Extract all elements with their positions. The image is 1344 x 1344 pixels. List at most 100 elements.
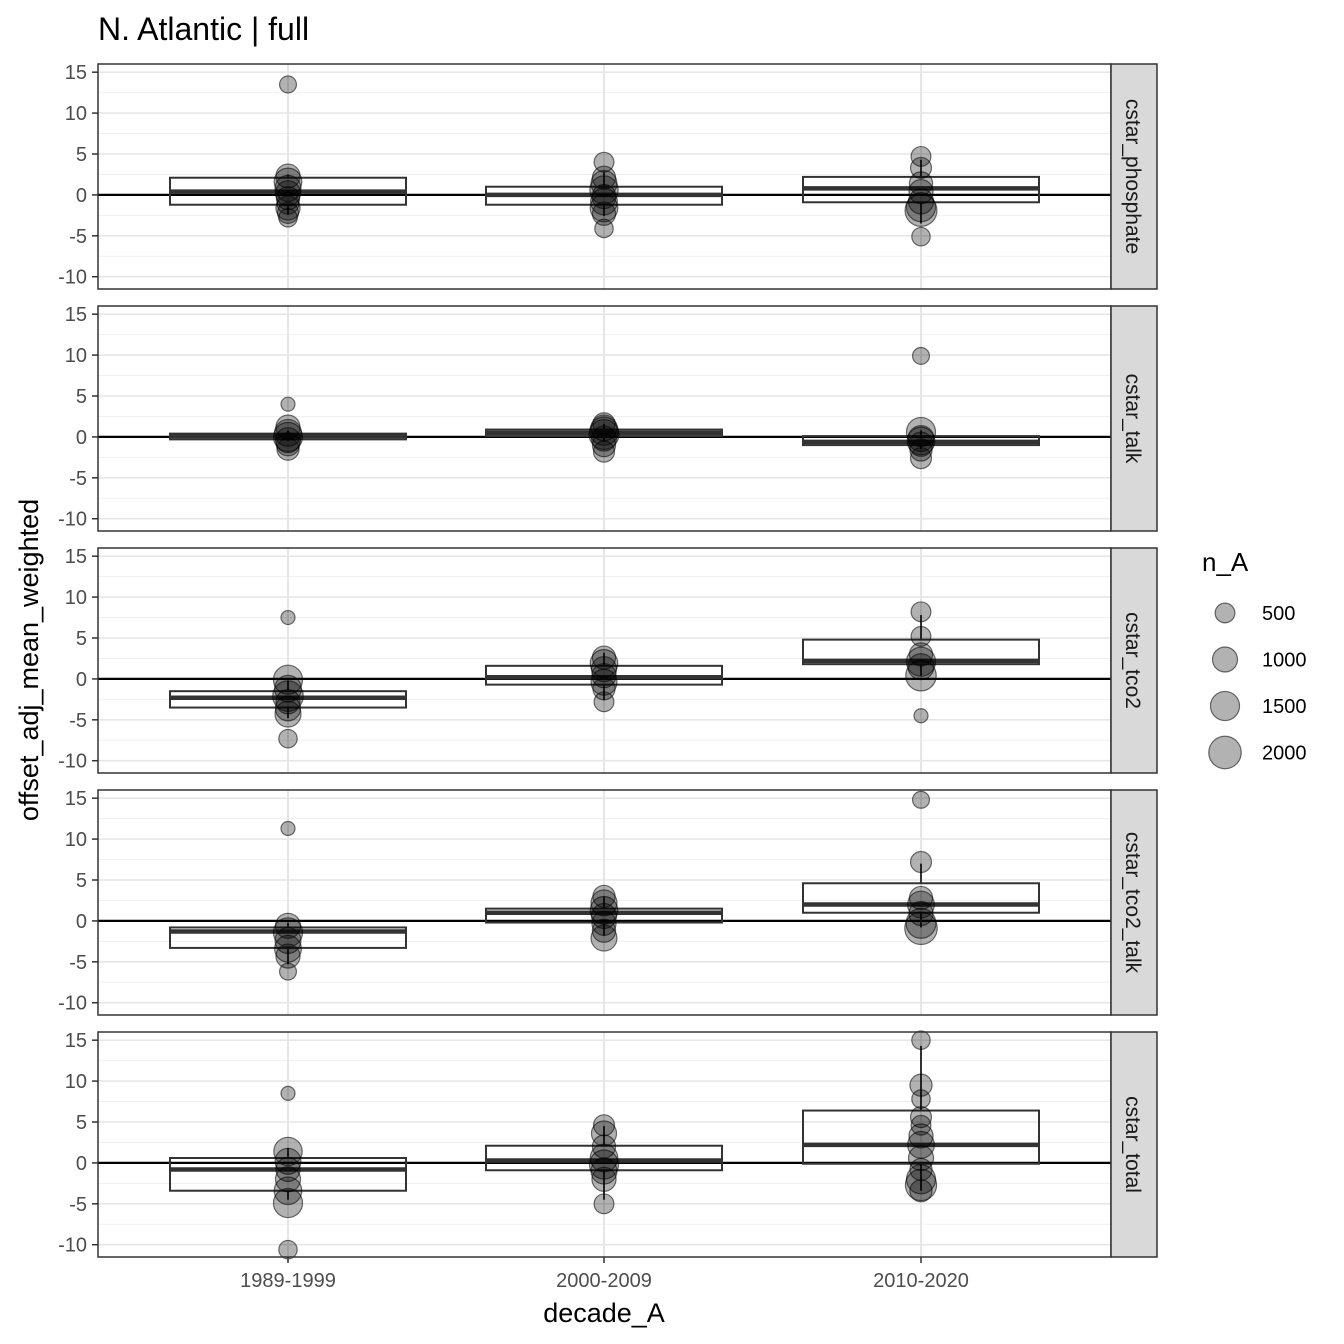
facet-strip-label: cstar_talk [1121, 374, 1144, 464]
data-point [591, 910, 617, 937]
data-point [594, 218, 614, 239]
data-point [274, 934, 302, 963]
data-point [274, 180, 302, 207]
box-2010-2020 [802, 145, 1040, 247]
y-tick-label: 5 [76, 386, 87, 408]
data-point [278, 962, 298, 981]
box-iqr [802, 882, 1040, 914]
y-tick-label: 5 [76, 144, 87, 166]
data-point [280, 1085, 296, 1101]
y-tick-label: 10 [65, 1071, 87, 1093]
data-point [909, 438, 933, 462]
y-tick-label: -10 [58, 751, 87, 773]
data-point [908, 1123, 934, 1149]
box-2000-2009 [485, 412, 723, 463]
data-point [272, 1187, 304, 1219]
y-tick-label: -5 [69, 226, 87, 248]
data-point [591, 918, 617, 943]
data-point [274, 926, 302, 955]
data-point [590, 425, 618, 452]
x-tick-label: 1989-1999 [240, 1270, 336, 1292]
legend-key-label: 1000 [1262, 650, 1307, 672]
y-tick-label: 15 [65, 1030, 87, 1052]
box-2000-2009 [485, 884, 723, 952]
facet-strip [1110, 789, 1158, 1016]
legend-key-symbol [1211, 646, 1239, 673]
box-1989-1999 [169, 1085, 407, 1260]
facet-panel-cstar_total: cstar_total -10 -5 0 5 10 15 1989-1999 2000-2009… [58, 1030, 1158, 1292]
data-point [588, 1149, 620, 1180]
data-point [590, 1120, 618, 1147]
legend-key-label: 500 [1262, 603, 1295, 625]
data-point [911, 346, 931, 365]
data-point [592, 1114, 616, 1137]
data-point [911, 1030, 931, 1050]
data-point [275, 1156, 301, 1183]
y-tick-label: -10 [58, 1235, 87, 1257]
data-point [911, 226, 931, 247]
data-point [274, 700, 302, 728]
y-tick-label: -5 [69, 468, 87, 490]
data-point [591, 662, 617, 689]
data-point [909, 1179, 933, 1203]
data-point [910, 601, 932, 623]
data-point [274, 1166, 302, 1193]
data-point [591, 432, 617, 458]
y-tick-label: -5 [69, 1194, 87, 1216]
data-point [591, 201, 617, 226]
y-tick-label: 0 [76, 1153, 87, 1175]
box-2000-2009 [485, 151, 723, 239]
y-tick-label: 0 [76, 427, 87, 449]
y-tick-label: 5 [76, 1112, 87, 1134]
data-point [590, 902, 618, 930]
data-point [905, 907, 937, 939]
data-point [909, 447, 933, 470]
data-point [593, 691, 615, 713]
data-point [592, 440, 616, 463]
data-point [590, 187, 618, 216]
facets-layer: cstar_phosphate -10 -5 0 5 10 15 cstar_talk -10 -… [58, 62, 1158, 1292]
x-tick-label: 2010-2020 [873, 1270, 969, 1292]
box-1989-1999 [169, 75, 407, 228]
x-axis-label: decade_A [543, 1298, 665, 1328]
facet-strip-label: cstar_tco2 [1121, 612, 1144, 709]
y-tick-label: 5 [76, 628, 87, 650]
data-point [276, 437, 300, 461]
data-point [911, 790, 931, 809]
facet-strip-label: cstar_tco2_talk [1121, 832, 1144, 974]
data-point [911, 1089, 931, 1109]
box-1989-1999 [169, 609, 407, 749]
legend-keys: 500 1000 1500 2000 [1208, 602, 1307, 770]
data-point [905, 192, 937, 223]
data-point [280, 820, 296, 837]
data-point [278, 1239, 298, 1260]
data-point [590, 1157, 618, 1185]
box-iqr [802, 638, 1040, 666]
data-point [910, 1114, 932, 1136]
y-tick-label: 0 [76, 669, 87, 691]
data-point [590, 668, 618, 696]
y-tick-label: -5 [69, 710, 87, 732]
y-tick-label: 10 [65, 103, 87, 125]
data-point [913, 708, 929, 724]
y-tick-label: 0 [76, 185, 87, 207]
data-point [904, 193, 938, 227]
legend-key-symbol [1214, 602, 1236, 624]
data-point [273, 1136, 303, 1167]
box-2010-2020 [802, 601, 1040, 724]
y-tick-label: 5 [76, 870, 87, 892]
data-point [904, 1168, 938, 1202]
facet-strip [1110, 63, 1158, 290]
facet-panel-cstar_phosphate: cstar_phosphate -10 -5 0 5 10 15 [58, 62, 1158, 290]
data-point [589, 175, 619, 205]
y-tick-label: -10 [58, 509, 87, 531]
y-tick-label: 15 [65, 304, 87, 326]
y-axis-label: offset_adj_mean_weighted [14, 499, 44, 821]
data-point [910, 625, 932, 647]
legend-key-label: 1500 [1262, 696, 1307, 718]
facet-panel-cstar_talk: cstar_talk -10 -5 0 5 10 15 [58, 304, 1158, 532]
data-point [272, 664, 304, 695]
box-iqr [802, 1109, 1040, 1165]
data-point [589, 895, 619, 925]
